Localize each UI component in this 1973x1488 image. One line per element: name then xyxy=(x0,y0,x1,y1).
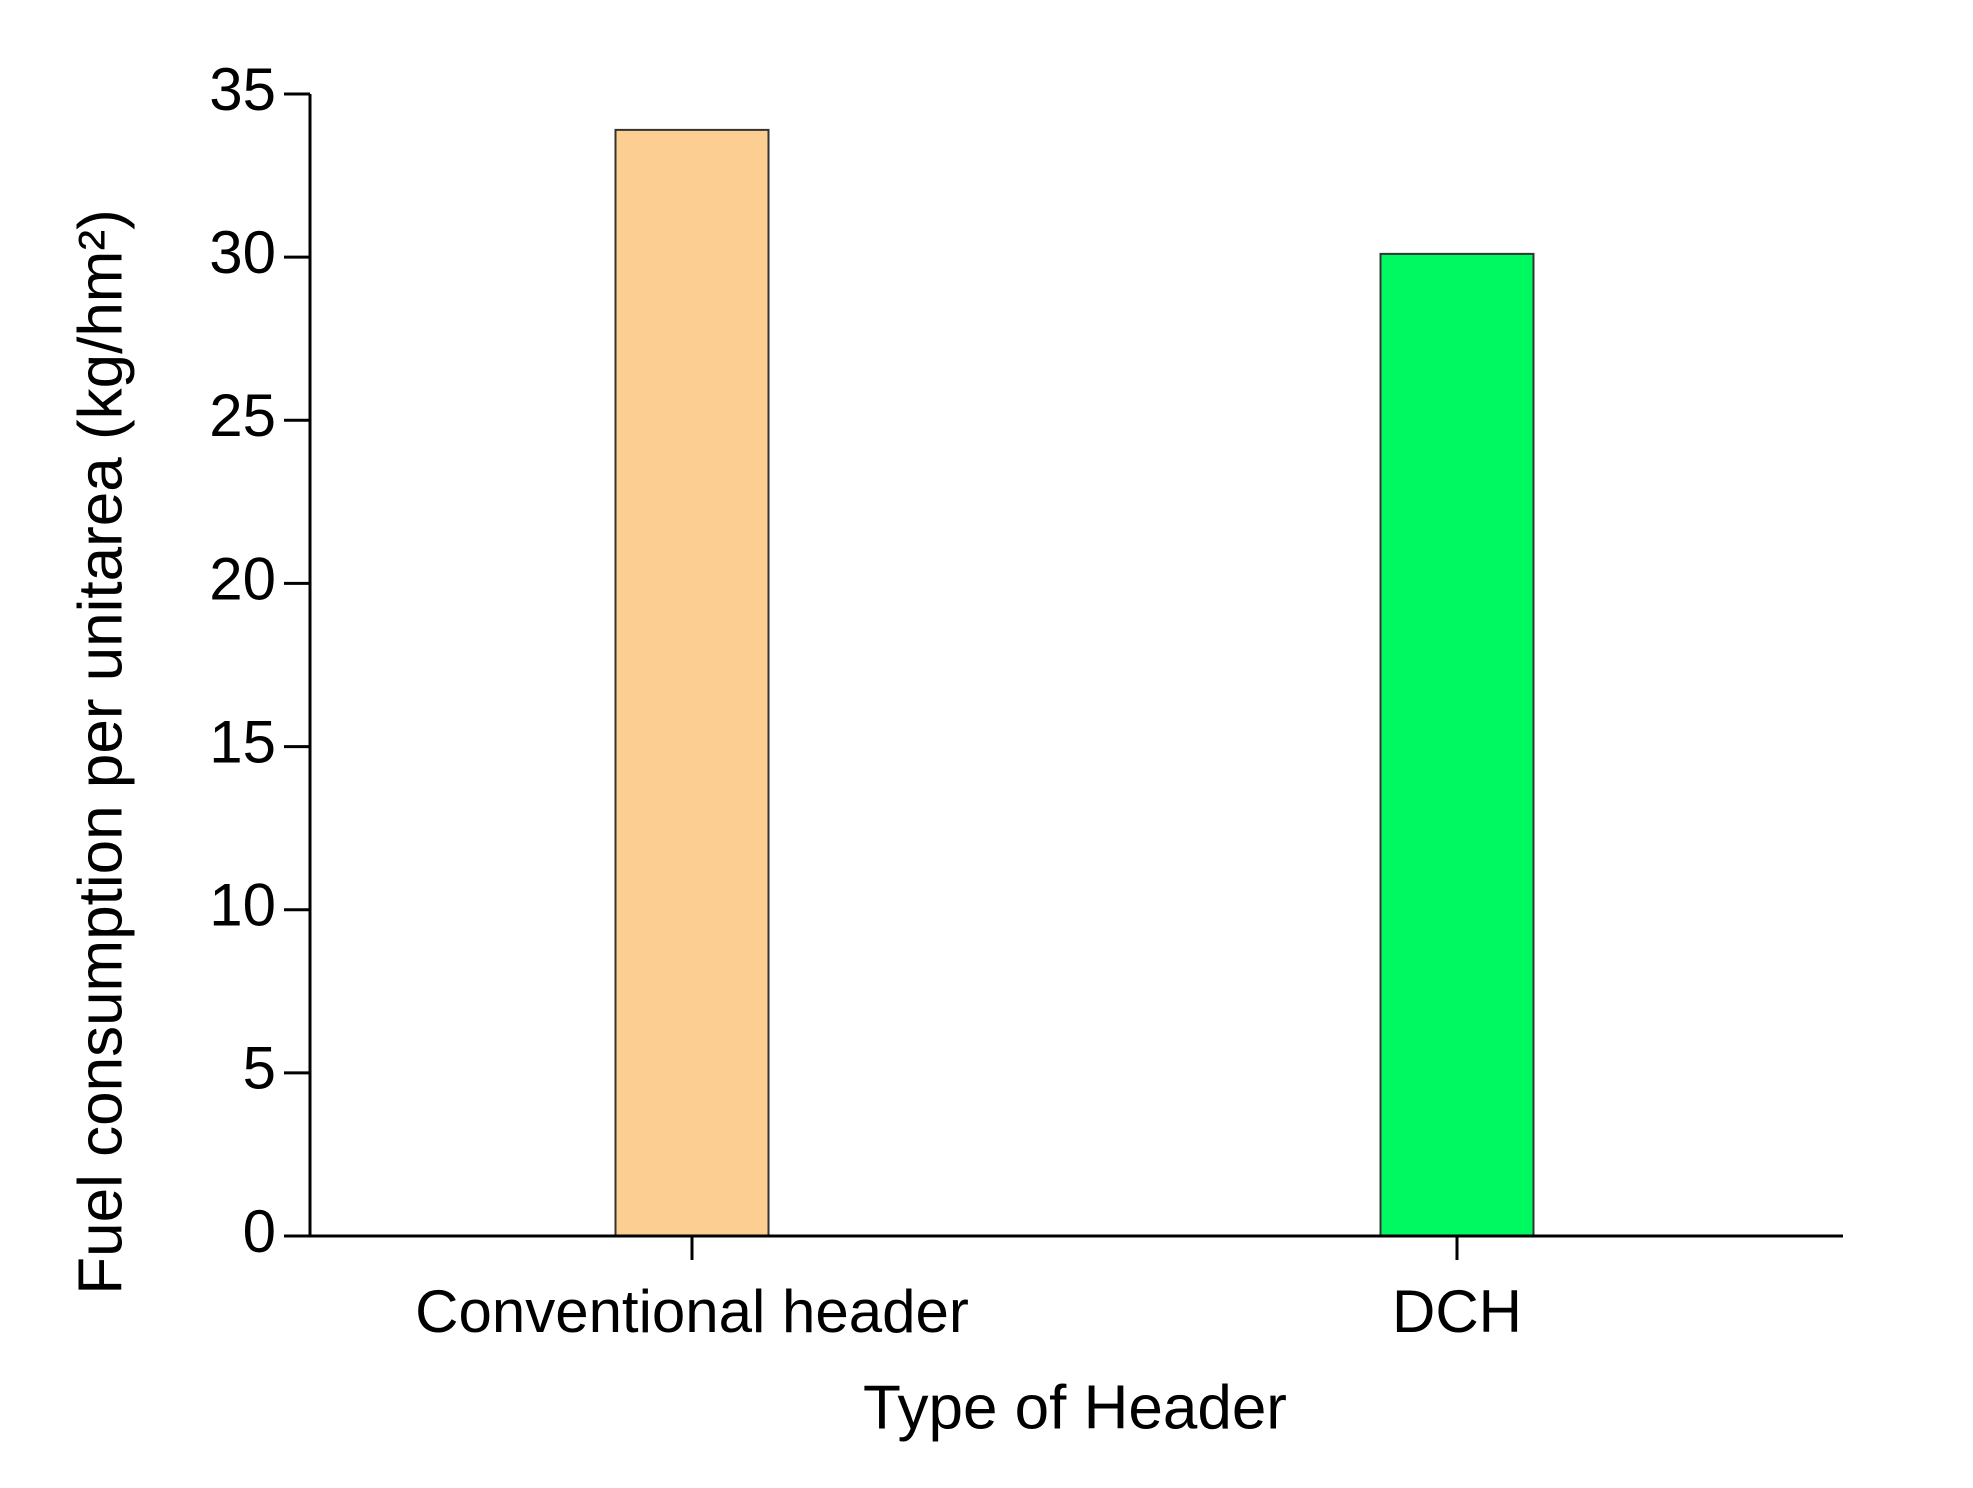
y-tick-label: 25 xyxy=(209,382,276,449)
x-axis-label: Type of Header xyxy=(863,1373,1287,1442)
y-tick-label: 10 xyxy=(209,872,276,939)
bar xyxy=(614,128,770,1237)
y-tick-label: 20 xyxy=(209,545,276,612)
bar xyxy=(1379,252,1535,1237)
y-tick-label: 0 xyxy=(243,1198,276,1265)
x-tick-label: Conventional header xyxy=(415,1278,969,1345)
y-tick-label: 35 xyxy=(209,56,276,123)
y-tick-label: 15 xyxy=(209,708,276,775)
y-axis-label: Fuel consumption per unitarea (kg/hm²) xyxy=(66,209,135,1294)
y-tick-label: 5 xyxy=(243,1035,276,1102)
y-tick-label: 30 xyxy=(209,219,276,286)
x-tick-label: DCH xyxy=(1392,1278,1522,1345)
